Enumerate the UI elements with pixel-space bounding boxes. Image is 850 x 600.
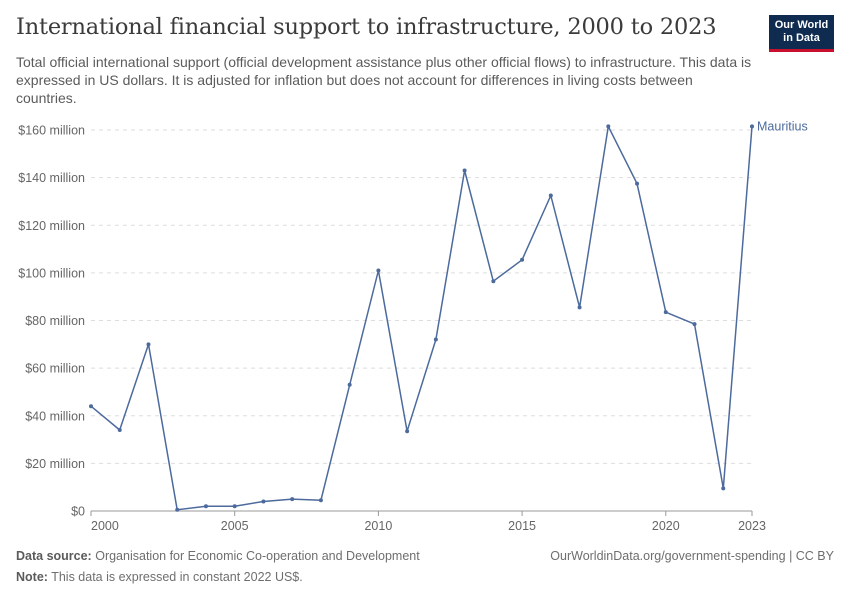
- y-tick-label: $80 million: [25, 314, 85, 328]
- data-point: [117, 428, 122, 433]
- data-point: [462, 168, 467, 173]
- y-tick-label: $140 million: [18, 171, 85, 185]
- data-point: [376, 268, 381, 273]
- data-point: [347, 382, 352, 387]
- data-point: [146, 342, 151, 347]
- data-point: [721, 486, 726, 491]
- data-point: [433, 337, 438, 342]
- data-point: [89, 404, 93, 409]
- y-tick-label: $20 million: [25, 457, 85, 471]
- data-point: [577, 305, 582, 310]
- data-point: [548, 193, 553, 198]
- grid-layer: [91, 129, 752, 512]
- data-source-label: Data source:: [16, 549, 92, 563]
- y-tick-label: $60 million: [25, 362, 85, 376]
- series-label: Mauritius: [757, 119, 808, 133]
- data-point: [232, 504, 237, 509]
- url-license[interactable]: OurWorldinData.org/government-spending |…: [550, 549, 834, 563]
- y-tick-label: $160 million: [18, 124, 85, 138]
- chart-title: International financial support to infra…: [16, 14, 717, 40]
- data-point: [290, 497, 295, 502]
- data-point: [635, 181, 640, 186]
- chart-note: Note: This data is expressed in constant…: [16, 570, 303, 584]
- x-tick-label: 2015: [508, 519, 536, 533]
- note-label: Note:: [16, 570, 48, 584]
- chart-subtitle: Total official international support (of…: [16, 54, 752, 106]
- data-point: [491, 279, 496, 284]
- y-tick-label: $120 million: [18, 219, 85, 233]
- data-source: Data source: Organisation for Economic C…: [16, 549, 420, 563]
- y-tick-label: $40 million: [25, 409, 85, 423]
- x-tick-label: 2000: [91, 519, 119, 533]
- series-layer: Mauritius: [89, 119, 808, 512]
- logo-line-1: Our World: [774, 19, 829, 31]
- x-tick-label: 2023: [738, 519, 766, 533]
- data-point: [175, 507, 180, 512]
- data-point: [606, 124, 611, 129]
- logo-line-2: in Data: [783, 31, 820, 44]
- data-point: [692, 322, 697, 327]
- data-point: [750, 124, 754, 129]
- data-point: [318, 498, 323, 503]
- y-tick-label: $0: [71, 505, 85, 519]
- note-text: This data is expressed in constant 2022 …: [51, 570, 303, 584]
- x-tick-label: 2010: [364, 519, 392, 533]
- y-axis-ticks: $0 $20 million $40 million $60 million $80 m…: [18, 124, 85, 519]
- data-source-text[interactable]: Organisation for Economic Co-operation a…: [95, 549, 420, 563]
- series-line: [90, 125, 753, 511]
- data-point: [203, 504, 208, 509]
- x-tick-label: 2020: [652, 519, 680, 533]
- x-axis-ticks: 2000 2005 2010 2015 2020 2023: [90, 511, 766, 533]
- data-point: [663, 310, 668, 315]
- owid-logo[interactable]: Our World in Data: [769, 15, 834, 52]
- data-point: [405, 429, 410, 434]
- data-point: [520, 257, 525, 262]
- y-tick-label: $100 million: [18, 266, 85, 280]
- x-tick-label: 2005: [221, 519, 249, 533]
- data-point: [261, 499, 266, 504]
